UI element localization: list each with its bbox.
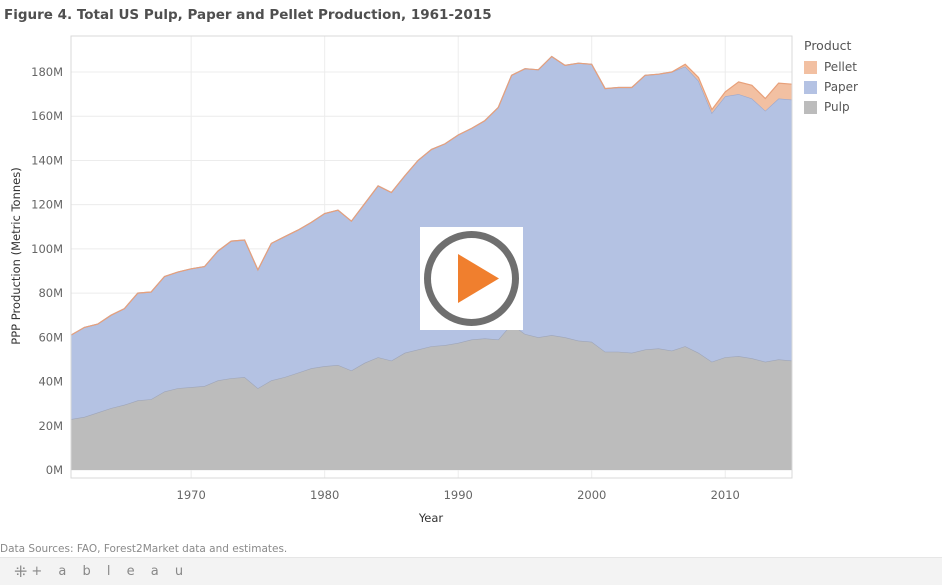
x-tick-label: 2000 (577, 488, 606, 502)
y-tick-label: 120M (31, 198, 63, 212)
area-outline-pellet (70, 55, 793, 336)
legend-label-pellet: Pellet (824, 60, 857, 74)
y-tick-label: 40M (38, 375, 63, 389)
axes: 1970 1980 1990 2000 2010 0M 20M 40M 60M 80M 100M 12… (31, 35, 793, 502)
tableau-logo[interactable]: ⁜ + a b l e a u (14, 562, 189, 581)
tableau-footer: ⁜ + a b l e a u (0, 557, 942, 585)
legend-label-pulp: Pulp (824, 100, 850, 114)
legend-swatch-pellet (804, 60, 817, 74)
tableau-logo-text: + a b l e a u (31, 564, 190, 579)
play-button[interactable] (420, 227, 523, 330)
tableau-logo-icon: ⁜ (14, 562, 28, 581)
legend-swatch-paper (804, 80, 817, 94)
legend: Product Pellet Paper Pulp (804, 38, 858, 117)
legend-item-pulp[interactable]: Pulp (804, 97, 858, 117)
y-axis-title: PPP Production (Metric Tonnes) (9, 167, 23, 344)
x-tick-label: 1990 (444, 488, 473, 502)
legend-label-paper: Paper (824, 80, 858, 94)
area-pulp[interactable] (71, 324, 792, 470)
x-tick-label: 1970 (177, 488, 206, 502)
y-tick-label: 20M (38, 419, 63, 433)
y-tick-label: 100M (31, 242, 63, 256)
y-tick-label: 160M (31, 109, 63, 123)
x-tick-label: 1980 (310, 488, 339, 502)
play-icon (424, 231, 519, 326)
y-tick-label: 0M (46, 463, 63, 477)
y-tick-label: 140M (31, 153, 63, 167)
legend-item-paper[interactable]: Paper (804, 77, 858, 97)
y-tick-label: 180M (31, 65, 63, 79)
legend-title: Product (804, 38, 852, 53)
x-axis-title: Year (418, 511, 444, 525)
y-tick-label: 80M (38, 286, 63, 300)
legend-swatch-pulp (804, 100, 817, 114)
x-tick-label: 2010 (711, 488, 740, 502)
chart-title: Figure 4. Total US Pulp, Paper and Pelle… (4, 7, 492, 23)
legend-item-pellet[interactable]: Pellet (804, 57, 858, 77)
data-source-note: Data Sources: FAO, Forest2Market data an… (0, 543, 288, 555)
plot-frame (70, 35, 793, 479)
y-tick-label: 60M (38, 330, 63, 344)
